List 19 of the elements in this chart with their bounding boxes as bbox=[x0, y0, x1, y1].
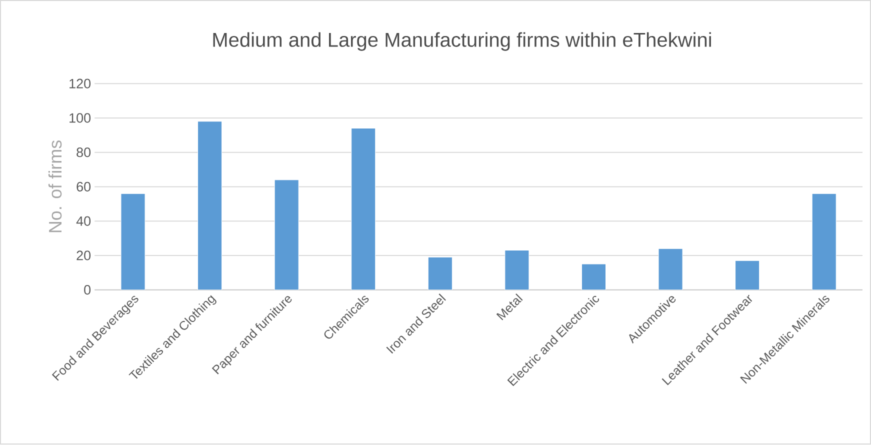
y-tick-label: 120 bbox=[70, 79, 91, 89]
bar bbox=[274, 180, 299, 290]
y-tick-label: 0 bbox=[84, 285, 91, 295]
bar bbox=[581, 264, 606, 290]
bar bbox=[351, 128, 376, 290]
bar bbox=[658, 248, 683, 290]
bar bbox=[812, 194, 836, 290]
y-tick-label: 20 bbox=[76, 250, 91, 260]
bar bbox=[120, 194, 146, 290]
y-axis-title: No. of firms bbox=[48, 140, 62, 232]
chart-title: Medium and Large Manufacturing firms within eThekwini bbox=[213, 32, 711, 52]
y-tick-label: 100 bbox=[70, 113, 91, 123]
bar bbox=[198, 121, 222, 290]
bar bbox=[428, 257, 452, 290]
y-tick-label: 40 bbox=[76, 216, 91, 226]
bar bbox=[735, 260, 760, 290]
y-tick-label: 60 bbox=[76, 182, 91, 192]
y-tick-label: 80 bbox=[76, 148, 91, 158]
bar bbox=[504, 250, 530, 290]
